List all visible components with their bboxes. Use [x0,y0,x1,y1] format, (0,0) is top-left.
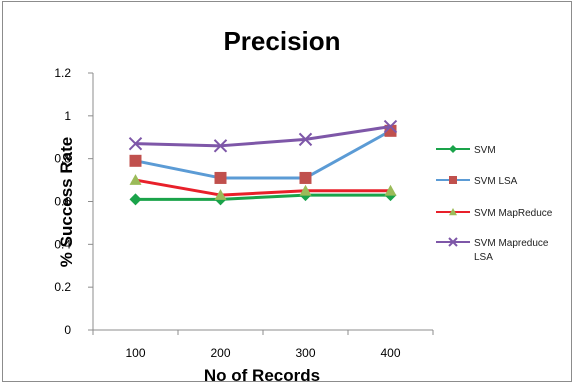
x-tick-label: 300 [295,346,315,360]
series-line-1 [135,129,392,180]
series-group [128,119,398,206]
series-line-3 [135,125,391,148]
y-tick-label: 0.8 [54,152,71,166]
legend-label: SVM Mapreduce LSA [474,238,549,263]
chart-title: Precision [223,26,340,56]
series-line-2 [135,178,391,197]
data-point [214,189,227,200]
x-tick-label: 200 [210,346,230,360]
data-point [383,119,398,134]
chart-frame [2,1,572,382]
x-tick-label: 100 [125,346,145,360]
y-tick-label: 0.6 [54,195,71,209]
legend-label: SVM MapReduce [474,208,553,219]
data-point [129,193,142,206]
data-point [299,184,312,196]
y-axis: 0 0.2 0.4 0.6 0.8 1 1.2 [54,66,94,337]
x-axis-title: No of Records [204,366,320,385]
data-point [299,171,312,184]
x-axis: 100 200 300 400 [92,329,434,360]
y-tick-label: 0.4 [54,237,71,251]
legend: SVM SVM LSA SVM MapReduce SVM Mapreduce LSA [436,145,553,263]
y-tick-label: 0.2 [54,280,71,294]
legend-marker [449,208,457,216]
y-tick-label: 1 [64,109,71,123]
legend-marker [449,145,457,153]
y-axis-title: % Success Rate [57,137,76,267]
legend-label: SVM LSA [474,176,518,187]
data-point [214,171,227,184]
data-point [129,154,142,167]
data-point [384,184,397,196]
legend-marker [448,237,458,247]
data-point [213,139,228,153]
data-point [129,174,142,185]
y-tick-label: 1.2 [54,66,71,80]
data-point [128,136,143,151]
y-tick-label: 0 [64,323,71,337]
legend-marker [449,176,457,184]
series-line-0 [135,193,391,201]
x-tick-label: 400 [380,346,400,360]
legend-label: SVM [474,145,496,156]
data-point [298,132,313,147]
